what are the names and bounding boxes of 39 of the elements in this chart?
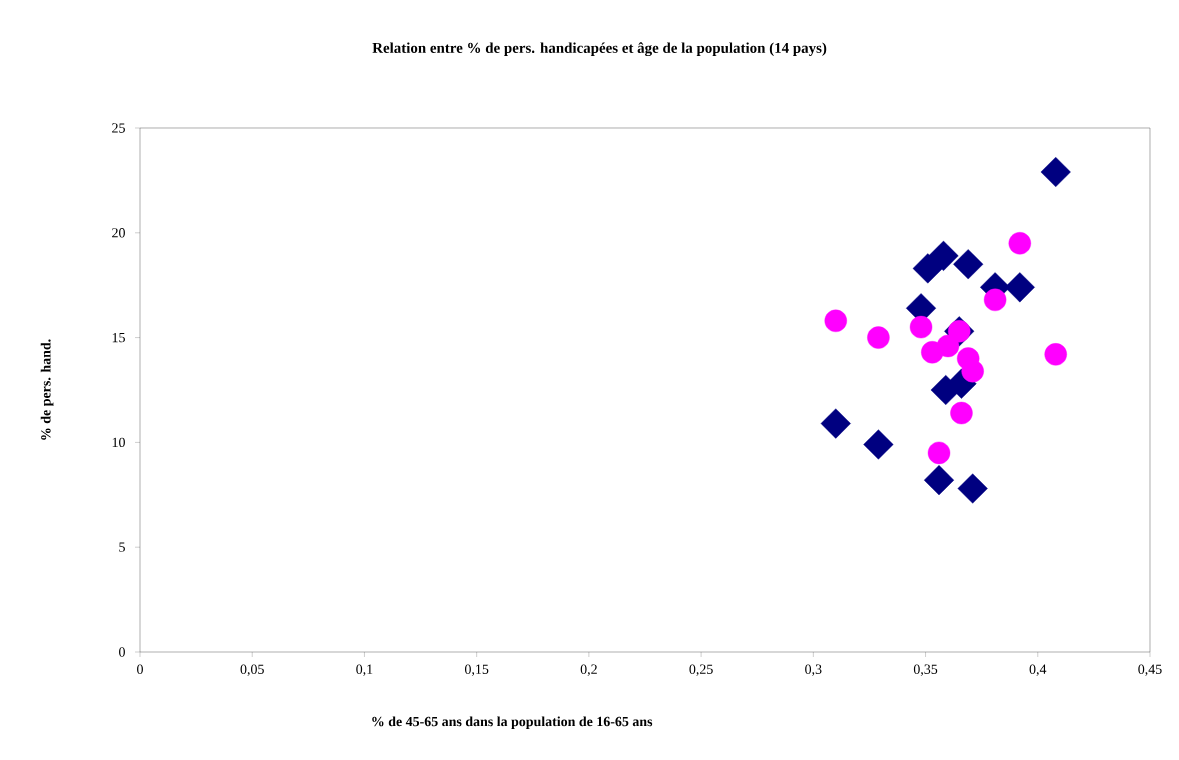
y-tick-label: 15 — [112, 332, 125, 343]
x-tick-label: 0,3 — [805, 664, 822, 676]
point — [909, 315, 933, 339]
x-tick-label: 0,4 — [1029, 664, 1047, 676]
point — [923, 465, 955, 496]
y-tick-label: 5 — [119, 542, 125, 552]
x-tick-label: 0 — [137, 664, 143, 674]
y-axis-title: % de pers. hand. — [40, 339, 54, 440]
point — [927, 441, 951, 465]
x-tick-label: 0,15 — [464, 664, 489, 676]
point — [983, 288, 1007, 312]
point — [1008, 232, 1032, 255]
point — [957, 473, 988, 504]
chart-title: Relation entre % de pers. handicapées et âge de la population (14 pays) — [372, 42, 827, 57]
x-tick-label: 0,05 — [240, 664, 264, 676]
point — [921, 341, 944, 364]
point — [824, 309, 847, 333]
point — [953, 249, 984, 280]
point — [1040, 156, 1071, 188]
x-tick-label: 0,25 — [689, 664, 713, 676]
x-tick-label: 0,45 — [1138, 664, 1162, 676]
point — [1004, 272, 1035, 303]
point — [950, 401, 973, 425]
x-tick-label: 0,35 — [913, 664, 938, 676]
point — [863, 429, 894, 460]
point — [936, 334, 960, 358]
point — [820, 408, 851, 439]
point — [1044, 343, 1067, 366]
y-tick-label: 20 — [112, 228, 125, 238]
point — [961, 359, 984, 383]
point — [867, 326, 890, 349]
x-tick-label: 0,2 — [580, 664, 597, 676]
point — [912, 253, 943, 284]
y-tick-label: 10 — [112, 437, 125, 448]
x-axis-title: % de 45-65 ans dans la population de 16-65 ans — [372, 716, 653, 730]
x-tick-label: 0,1 — [356, 664, 373, 676]
y-tick-label: 0 — [119, 647, 125, 657]
point — [928, 240, 959, 271]
y-tick-label: 25 — [112, 123, 125, 133]
